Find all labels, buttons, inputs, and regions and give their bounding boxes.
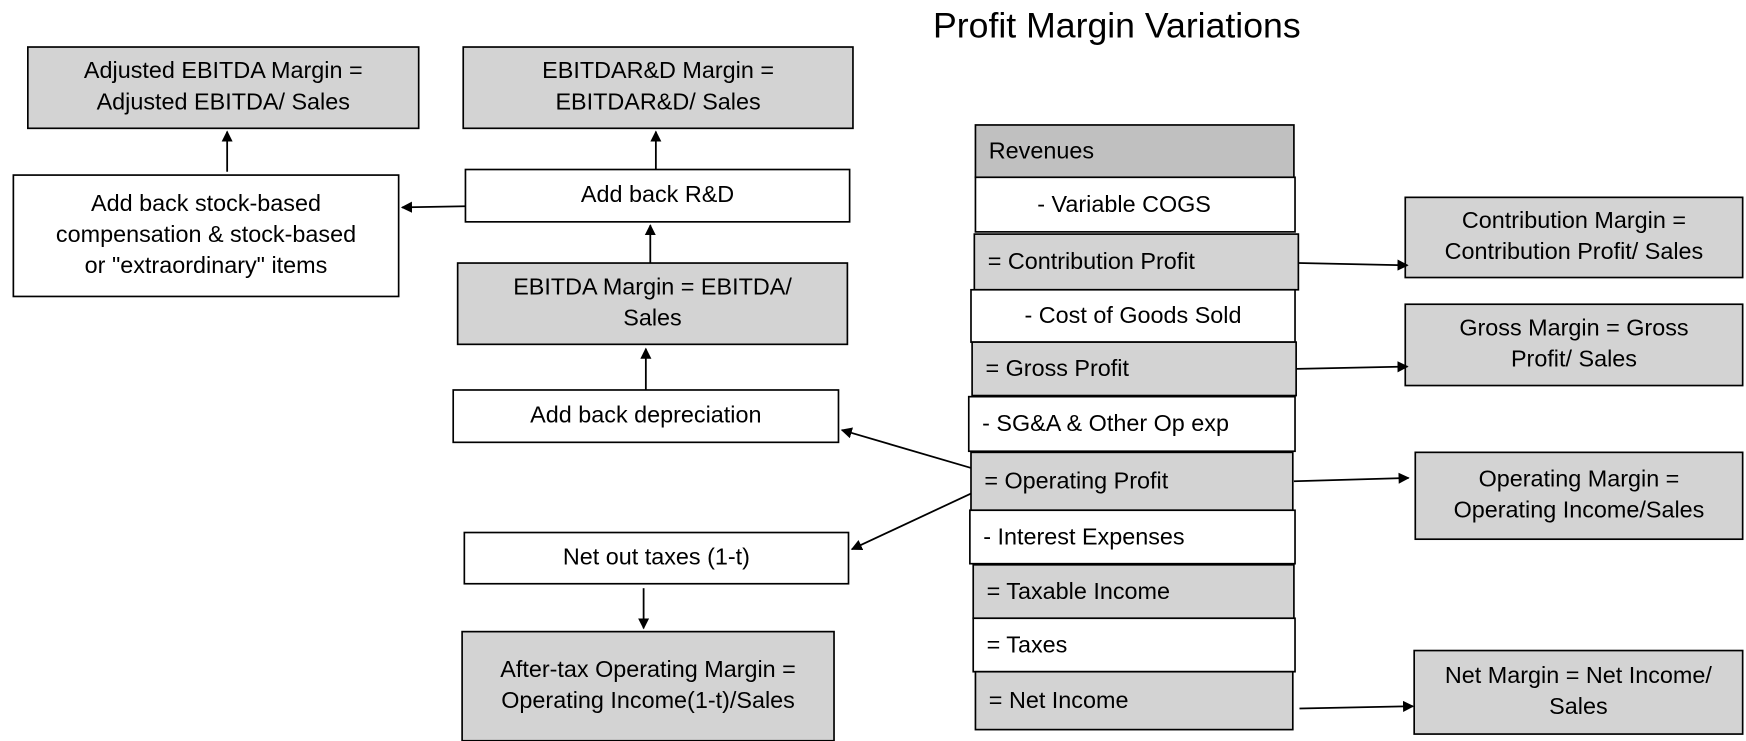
statement-label: - Interest Expenses	[983, 523, 1184, 549]
arrow	[1298, 259, 1409, 271]
box-label: EBITDA Margin = EBITDA/	[513, 273, 792, 299]
statement-row	[972, 563, 1295, 620]
box	[12, 174, 400, 298]
statement-label: = Taxable Income	[987, 578, 1170, 604]
box	[1404, 303, 1744, 387]
box-label: Add back stock-based	[91, 190, 321, 216]
arrow	[840, 427, 972, 469]
box	[463, 531, 850, 585]
box-label: Add back depreciation	[530, 401, 761, 427]
statement-label: - Cost of Goods Sold	[1025, 302, 1242, 328]
statement-row	[970, 451, 1294, 512]
statement-row	[969, 509, 1296, 565]
box-label: Operating Margin =	[1479, 465, 1680, 491]
box	[464, 168, 851, 223]
box-label: Profit/ Sales	[1511, 346, 1637, 372]
statement-row	[967, 395, 1296, 453]
box-label: EBITDAR&D Margin =	[542, 57, 774, 83]
statement-label: = Taxes	[987, 631, 1068, 657]
statement-row	[972, 617, 1296, 673]
box	[1414, 451, 1744, 541]
box	[456, 262, 849, 346]
statement-row	[970, 288, 1296, 343]
box-label: Operating Income(1-t)/Sales	[501, 687, 795, 713]
box	[462, 46, 854, 130]
box	[452, 389, 840, 444]
statement-label: Revenues	[989, 137, 1094, 163]
arrow	[1299, 700, 1415, 712]
statement-row	[974, 670, 1294, 731]
box-label: EBITDAR&D/ Sales	[555, 88, 760, 114]
box-label: Add back R&D	[581, 181, 734, 207]
box-label: Sales	[1549, 693, 1607, 719]
box-label: After-tax Operating Margin =	[500, 656, 796, 682]
statement-row	[971, 341, 1297, 397]
box-label: Sales	[623, 304, 681, 330]
box-label: Adjusted EBITDA Margin =	[84, 57, 363, 83]
title: Profit Margin Variations	[933, 5, 1301, 45]
arrow	[1293, 472, 1410, 484]
box-label: Contribution Profit/ Sales	[1445, 238, 1704, 264]
box-label: Contribution Margin =	[1462, 207, 1686, 233]
statement-label: = Net Income	[989, 687, 1129, 713]
arrow	[1296, 361, 1409, 373]
statement-label: = Contribution Profit	[988, 248, 1196, 274]
statement-row	[974, 176, 1296, 233]
statement-label: = Gross Profit	[985, 355, 1129, 381]
box-label: Gross Margin = Gross	[1459, 314, 1688, 340]
box	[461, 630, 835, 741]
box-label: Adjusted EBITDA/ Sales	[97, 88, 350, 114]
arrow	[400, 201, 466, 213]
statement-label: - SG&A & Other Op exp	[982, 410, 1229, 436]
box-label: Net out taxes (1-t)	[563, 543, 750, 569]
box	[1404, 196, 1744, 279]
box	[1413, 649, 1744, 735]
statement-label: = Operating Profit	[984, 468, 1168, 494]
statement-label: - Variable COGS	[1037, 191, 1211, 217]
box-label: compensation & stock-based	[56, 221, 356, 247]
box-label: or "extraordinary" items	[85, 252, 328, 278]
arrows	[221, 130, 1415, 712]
box	[27, 46, 420, 130]
box-label: Net Margin = Net Income/	[1445, 662, 1712, 688]
box-label: Operating Income/Sales	[1454, 497, 1705, 523]
arrow	[850, 492, 972, 551]
